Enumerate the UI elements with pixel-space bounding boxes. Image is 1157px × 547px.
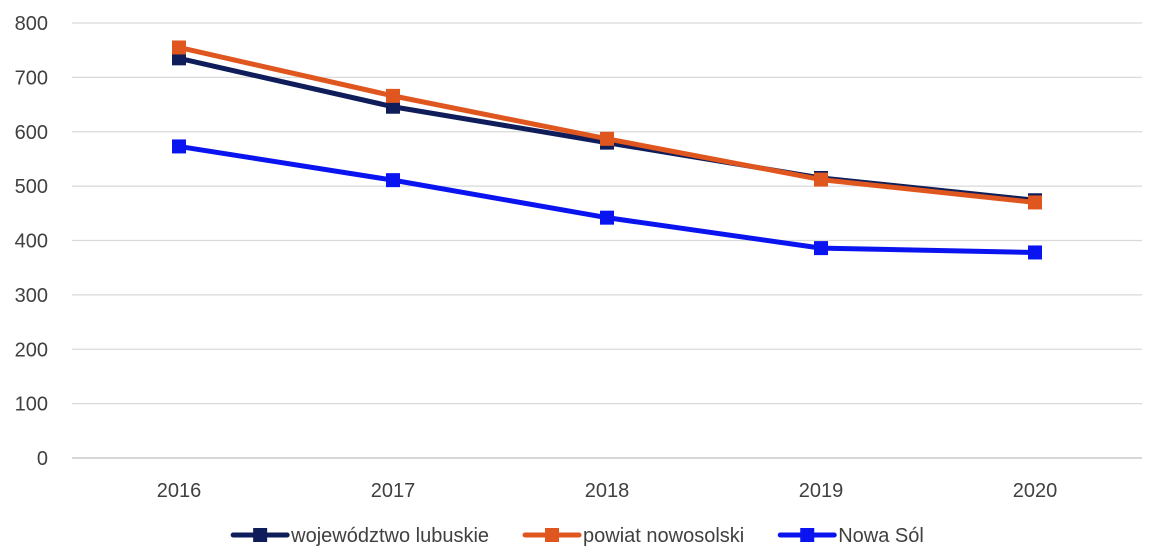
- legend: województwo lubuskie powiat nowosolski Now…: [230, 525, 924, 547]
- legend-label: województwo lubuskie: [290, 525, 489, 547]
- series-2: [172, 40, 1042, 210]
- data-point-marker: [386, 99, 400, 114]
- data-point-marker: [172, 40, 186, 55]
- series-3: [172, 139, 1042, 260]
- y-tick-label: 100: [15, 394, 48, 416]
- y-tick-label: 400: [15, 231, 48, 253]
- data-point-marker: [172, 139, 186, 154]
- data-point-marker: [1028, 245, 1042, 260]
- legend-label: Nowa Sól: [838, 525, 924, 547]
- y-tick-label: 700: [15, 67, 48, 89]
- legend-item-1: województwo lubuskie: [230, 525, 489, 547]
- x-tick-label: 2018: [585, 480, 630, 502]
- legend-label: powiat nowosolski: [583, 525, 744, 547]
- series-line: [176, 55, 1038, 203]
- data-point-marker: [172, 51, 186, 66]
- x-tick-label: 2016: [157, 480, 202, 502]
- x-tick-label: 2019: [799, 480, 844, 502]
- gridlines: [72, 22, 1142, 459]
- y-tick-label: 0: [37, 448, 48, 470]
- legend-marker-swatch: [800, 528, 815, 542]
- data-point-marker: [814, 241, 828, 256]
- data-point-marker: [814, 172, 828, 187]
- data-point-marker: [600, 131, 614, 146]
- data-point-marker: [386, 88, 400, 103]
- series-lines: [172, 40, 1042, 260]
- legend-marker-swatch: [545, 528, 560, 542]
- series-line: [176, 44, 1038, 205]
- x-tick-label: 2017: [371, 480, 416, 502]
- series-line: [176, 143, 1038, 255]
- y-tick-label: 500: [15, 176, 48, 198]
- legend-item-2: powiat nowosolski: [522, 525, 744, 547]
- y-axis-tick-labels: 0 100 200 300 400 500 600 700 800: [15, 13, 48, 470]
- x-axis-tick-labels: 2016 2017 2018 2019 2020: [157, 480, 1058, 502]
- data-point-marker: [386, 173, 400, 188]
- y-tick-label: 300: [15, 285, 48, 307]
- legend-item-3: Nowa Sól: [777, 525, 924, 547]
- data-point-marker: [600, 210, 614, 225]
- x-tick-label: 2020: [1013, 480, 1058, 502]
- y-tick-label: 600: [15, 122, 48, 144]
- legend-marker-swatch: [253, 528, 268, 542]
- y-tick-label: 800: [15, 13, 48, 35]
- y-tick-label: 200: [15, 339, 48, 361]
- data-point-marker: [1028, 195, 1042, 210]
